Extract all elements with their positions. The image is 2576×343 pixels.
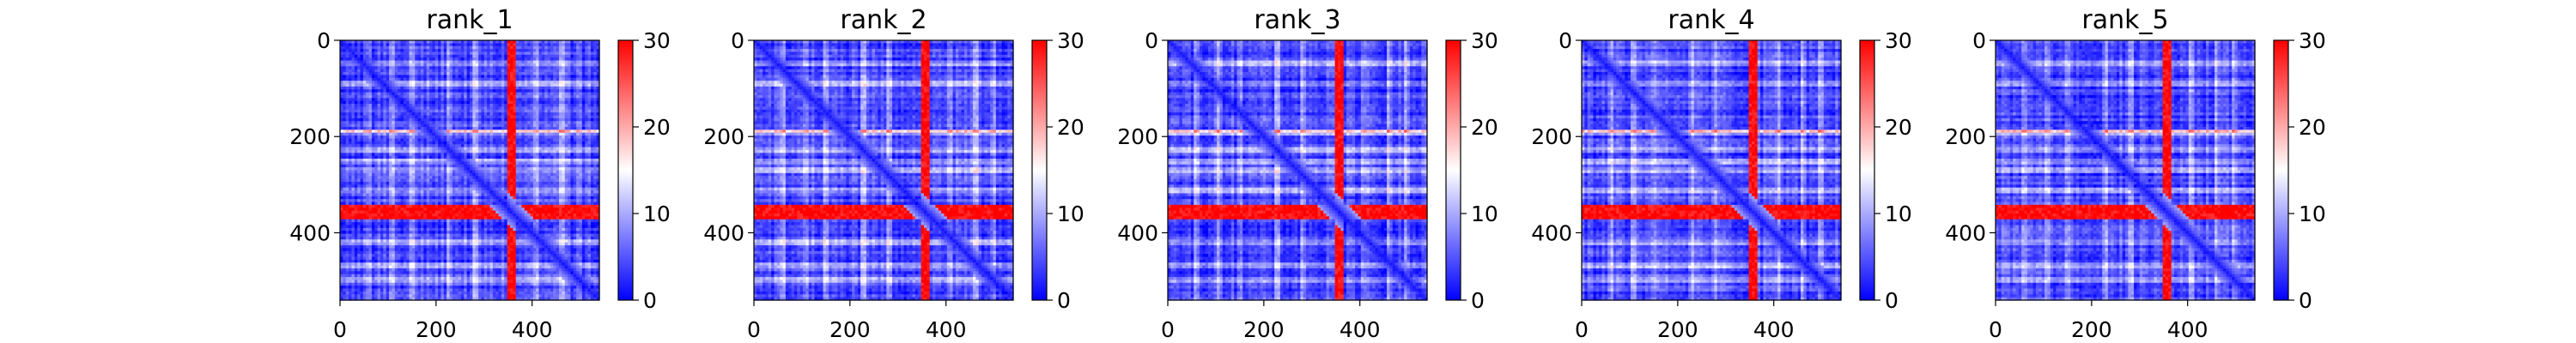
heatmap-panel: rank_10 200 40002004000102030	[289, 5, 671, 342]
